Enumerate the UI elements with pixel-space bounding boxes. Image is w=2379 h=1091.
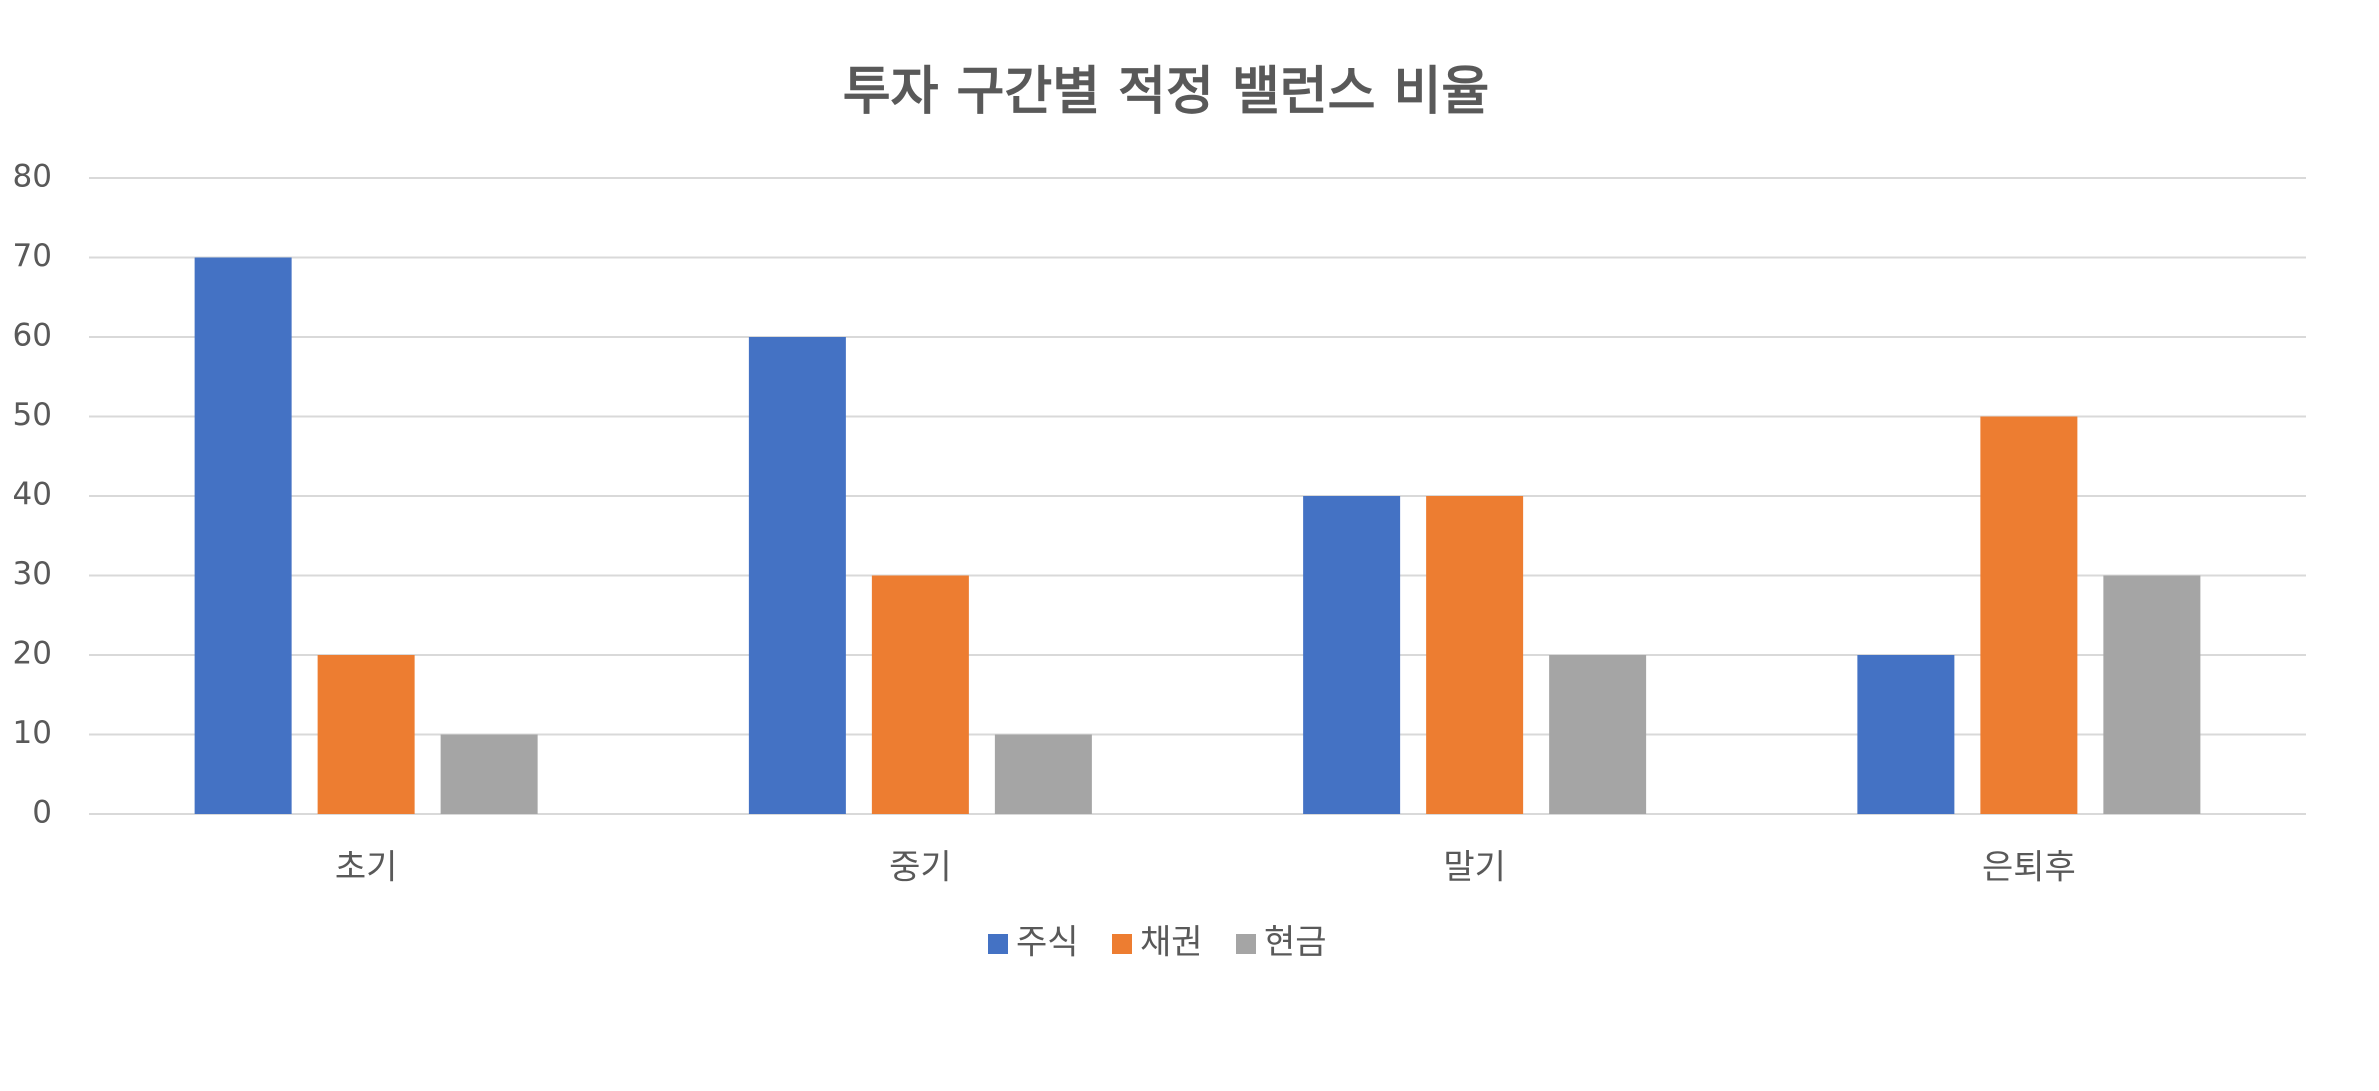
- bar: [2103, 575, 2201, 814]
- y-tick-label: 50: [13, 397, 52, 433]
- bar: [1426, 496, 1524, 814]
- bar: [1303, 496, 1401, 814]
- legend-swatch: [1112, 934, 1132, 954]
- y-tick-label: 20: [13, 636, 52, 672]
- y-tick-label: 40: [13, 477, 52, 513]
- y-tick-label: 80: [13, 159, 52, 195]
- y-tick-label: 0: [32, 795, 52, 831]
- bar: [1857, 655, 1955, 814]
- legend-label: 주식: [1016, 923, 1079, 963]
- y-tick-label: 60: [13, 318, 52, 354]
- y-tick-label: 10: [13, 715, 52, 751]
- y-tick-label: 30: [13, 556, 52, 592]
- x-tick-label: 말기: [1443, 848, 1506, 888]
- legend-swatch: [1236, 934, 1256, 954]
- bar: [748, 337, 846, 814]
- legend-swatch: [988, 934, 1008, 954]
- bar: [994, 734, 1092, 814]
- legend-label: 채권: [1140, 923, 1203, 963]
- x-tick-label: 초기: [335, 848, 398, 888]
- bar: [194, 257, 292, 814]
- bar: [440, 734, 538, 814]
- y-tick-label: 70: [13, 238, 52, 274]
- legend-label: 현금: [1264, 923, 1327, 963]
- bar: [871, 575, 969, 814]
- bar: [1549, 655, 1647, 814]
- x-tick-label: 중기: [889, 848, 952, 888]
- bar: [1980, 416, 2078, 814]
- chart-title: 투자 구간별 적정 밸런스 비율: [843, 62, 1490, 122]
- x-tick-label: 은퇴후: [1982, 848, 2076, 888]
- bar: [317, 655, 415, 814]
